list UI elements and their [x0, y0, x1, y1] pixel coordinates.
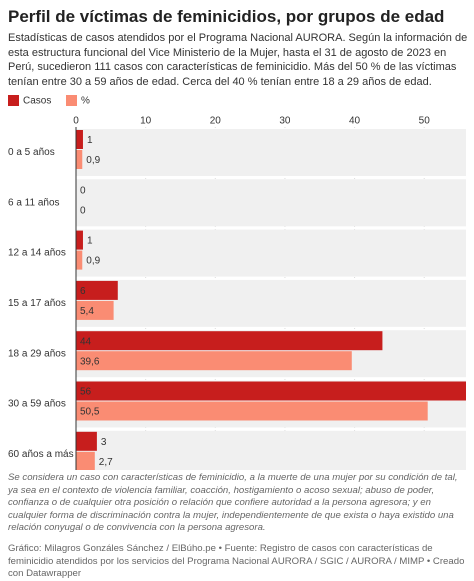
y-tick-label: 60 años a más: [8, 449, 74, 460]
value-label: 0: [80, 185, 86, 196]
row-band: [76, 229, 466, 277]
value-label: 44: [80, 336, 92, 347]
bar: [76, 431, 97, 451]
legend-swatch: [8, 95, 19, 106]
x-tick-label: 10: [140, 116, 152, 127]
y-tick-label: 6 a 11 años: [8, 197, 60, 208]
value-label: 5,4: [80, 306, 94, 317]
bar: [76, 230, 83, 250]
bar: [76, 401, 428, 421]
value-label: 3: [101, 437, 107, 448]
value-label: 0,9: [86, 155, 100, 166]
x-tick-label: 0: [73, 116, 79, 127]
bar: [76, 250, 83, 270]
y-tick-label: 0 a 5 años: [8, 147, 55, 158]
row-band: [76, 179, 466, 227]
row-band: [76, 430, 466, 470]
value-label: 39,6: [80, 356, 100, 367]
notes: Se considera un caso con características…: [8, 472, 458, 533]
bar: [76, 300, 114, 320]
bar: [76, 381, 466, 401]
chart-subtitle: Estadísticas de casos atendidos por el P…: [8, 32, 468, 88]
value-label: 1: [87, 135, 93, 146]
value-label: 0,9: [86, 256, 100, 267]
y-tick-label: 12 a 14 años: [8, 248, 66, 259]
bar: [76, 130, 83, 149]
legend-label: Casos: [23, 96, 51, 107]
value-label: 0: [80, 205, 86, 216]
y-tick-label: 30 a 59 años: [8, 399, 66, 410]
value-label: 56: [80, 387, 92, 398]
legend-label: %: [81, 96, 90, 107]
bar: [76, 280, 118, 300]
y-tick-label: 15 a 17 años: [8, 298, 66, 309]
value-label: 50,5: [80, 407, 100, 418]
bar: [76, 331, 383, 351]
chart-title: Perfil de víctimas de feminicidios, por …: [8, 7, 445, 26]
x-tick-label: 40: [349, 116, 361, 127]
value-label: 2,7: [99, 457, 113, 468]
source: Gráfico: Milagros Gonzáles Sánchez / ElB…: [8, 543, 465, 579]
row-band: [76, 129, 466, 176]
x-tick-label: 50: [419, 116, 431, 127]
x-tick-label: 30: [279, 116, 291, 127]
bar: [76, 351, 352, 371]
bar: [76, 451, 95, 470]
bar: [76, 150, 83, 169]
value-label: 1: [87, 236, 93, 247]
value-label: 6: [80, 286, 86, 297]
legend-swatch: [66, 95, 77, 106]
row-band: [76, 279, 466, 327]
y-tick-label: 18 a 29 años: [8, 348, 66, 359]
x-tick-label: 20: [210, 116, 222, 127]
